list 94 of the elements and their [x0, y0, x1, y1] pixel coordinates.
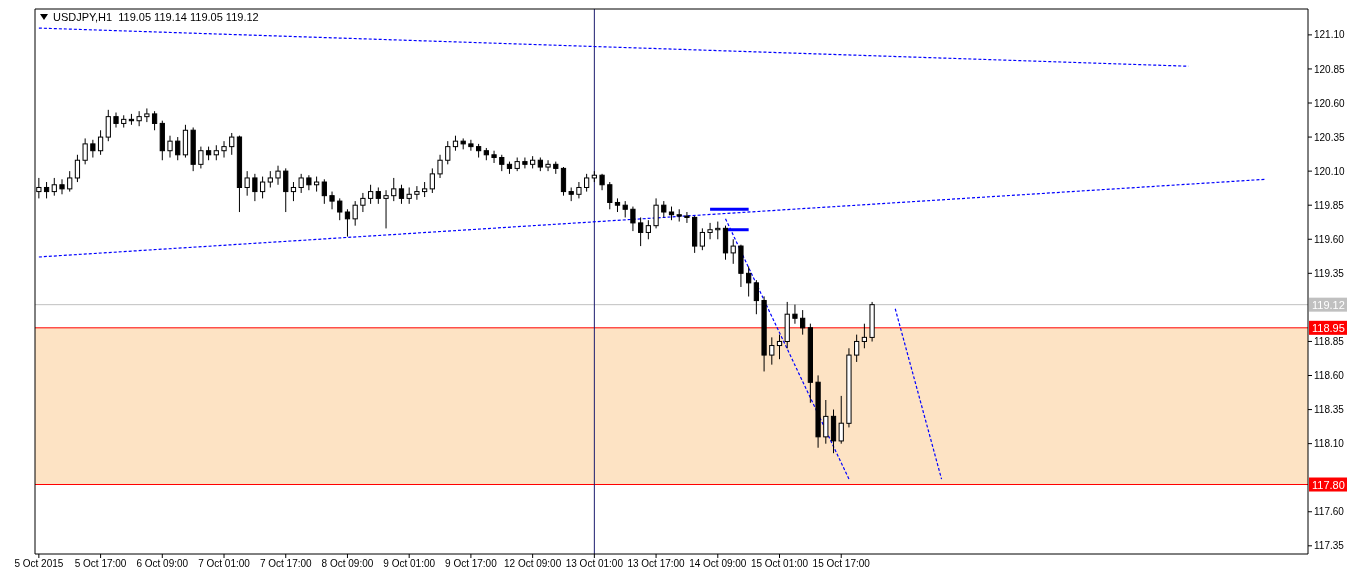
candlestick [854, 334, 860, 363]
candlestick [283, 167, 289, 213]
candlestick [437, 154, 443, 179]
candlestick [707, 222, 713, 240]
candlestick [730, 238, 736, 265]
y-tick-label: 117.60 [1314, 506, 1345, 518]
candlestick [753, 279, 759, 315]
candlestick [560, 166, 567, 197]
candlestick [198, 146, 204, 169]
candlestick [792, 304, 798, 325]
x-tick-label: 9 Oct 01:00 [383, 558, 436, 570]
candlestick [329, 191, 335, 210]
y-tick-label: 119.60 [1314, 233, 1345, 245]
candlestick [776, 334, 783, 360]
candlestick [74, 154, 81, 183]
y-tick-label: 120.60 [1314, 97, 1346, 109]
candlestick [861, 323, 867, 349]
candlestick [67, 170, 73, 193]
candlestick [653, 197, 659, 229]
y-tick-label: 118.85 [1314, 336, 1345, 347]
candlestick [344, 208, 351, 238]
candlestick [167, 135, 173, 159]
candlestick [259, 176, 266, 199]
candlestick [298, 173, 304, 194]
candlestick [352, 200, 358, 227]
candlestick [838, 395, 844, 445]
y-tick-label: 117.35 [1314, 540, 1345, 552]
candlestick [429, 167, 435, 194]
y-tick-label: 118.60 [1314, 370, 1345, 382]
candlestick [645, 219, 651, 240]
candlestick [105, 109, 111, 142]
ref-line-label: 117.80 [1312, 478, 1345, 491]
candlestick [630, 206, 636, 232]
x-tick-label: 7 Oct 01:00 [198, 558, 251, 570]
candlestick [59, 178, 65, 195]
candlestick [82, 137, 88, 165]
x-tick-label: 15 Oct 01:00 [750, 558, 809, 570]
candlestick [576, 181, 582, 199]
x-tick-label: 9 Oct 17:00 [445, 558, 498, 570]
candlestick [97, 129, 104, 156]
candlestick [491, 150, 497, 164]
candlestick [321, 178, 327, 205]
chart-title: USDJPY,H1 119.05 119.14 119.05 119.12 [53, 11, 259, 23]
candlestick [144, 107, 150, 123]
candlestick [823, 399, 829, 445]
candlestick [545, 159, 551, 172]
x-tick-label: 15 Oct 17:00 [812, 558, 871, 570]
x-tick-label: 7 Oct 17:00 [259, 558, 313, 570]
candlestick [746, 265, 752, 298]
x-tick-label: 5 Oct 17:00 [74, 558, 127, 570]
y-tick-label: 118.10 [1314, 438, 1345, 450]
x-tick-label: 6 Oct 09:00 [136, 558, 189, 570]
y-tick-label: 119.85 [1314, 199, 1345, 211]
candlestick [275, 165, 281, 186]
candlestick [769, 336, 775, 366]
candlestick [800, 309, 806, 336]
candlestick [244, 170, 250, 197]
candlestick [229, 132, 235, 156]
candlestick [90, 139, 96, 159]
candlestick [468, 139, 474, 152]
x-tick-label: 12 Oct 09:00 [503, 558, 562, 570]
candlestick [445, 140, 451, 165]
candlestick [522, 157, 528, 169]
x-tick-label: 14 Oct 09:00 [689, 558, 747, 570]
x-tick-label: 8 Oct 09:00 [321, 558, 374, 570]
candlestick [398, 184, 405, 205]
candlestick [383, 189, 389, 229]
candlestick [391, 177, 397, 202]
candlestick [607, 181, 613, 210]
candlestick [221, 140, 227, 159]
y-tick-label: 120.85 [1314, 63, 1346, 75]
ref-line-label: 119.12 [1312, 298, 1345, 311]
candlestick [699, 227, 705, 251]
y-tick-label: 119.35 [1314, 267, 1345, 279]
y-tick-label: 120.35 [1314, 131, 1346, 143]
candlestick [684, 211, 690, 224]
x-tick-label: 5 Oct 2015 [14, 558, 64, 570]
candlestick [360, 192, 366, 213]
candlestick [414, 185, 420, 201]
ref-line-label: 118.95 [1312, 321, 1345, 334]
x-tick-label: 13 Oct 01:00 [565, 558, 624, 570]
y-tick-label: 120.10 [1314, 165, 1346, 177]
candlestick [337, 197, 343, 221]
candlestick [113, 112, 119, 129]
y-tick-label: 121.10 [1314, 29, 1346, 41]
x-tick-label: 13 Oct 17:00 [627, 558, 686, 570]
candlestick [151, 110, 158, 131]
y-tick-label: 118.35 [1314, 404, 1345, 416]
candlestick [252, 173, 258, 202]
candlestick [306, 174, 312, 191]
candlestick [290, 181, 297, 202]
candlestick [367, 184, 374, 205]
candlestick [175, 136, 181, 161]
candlestick [638, 216, 644, 247]
